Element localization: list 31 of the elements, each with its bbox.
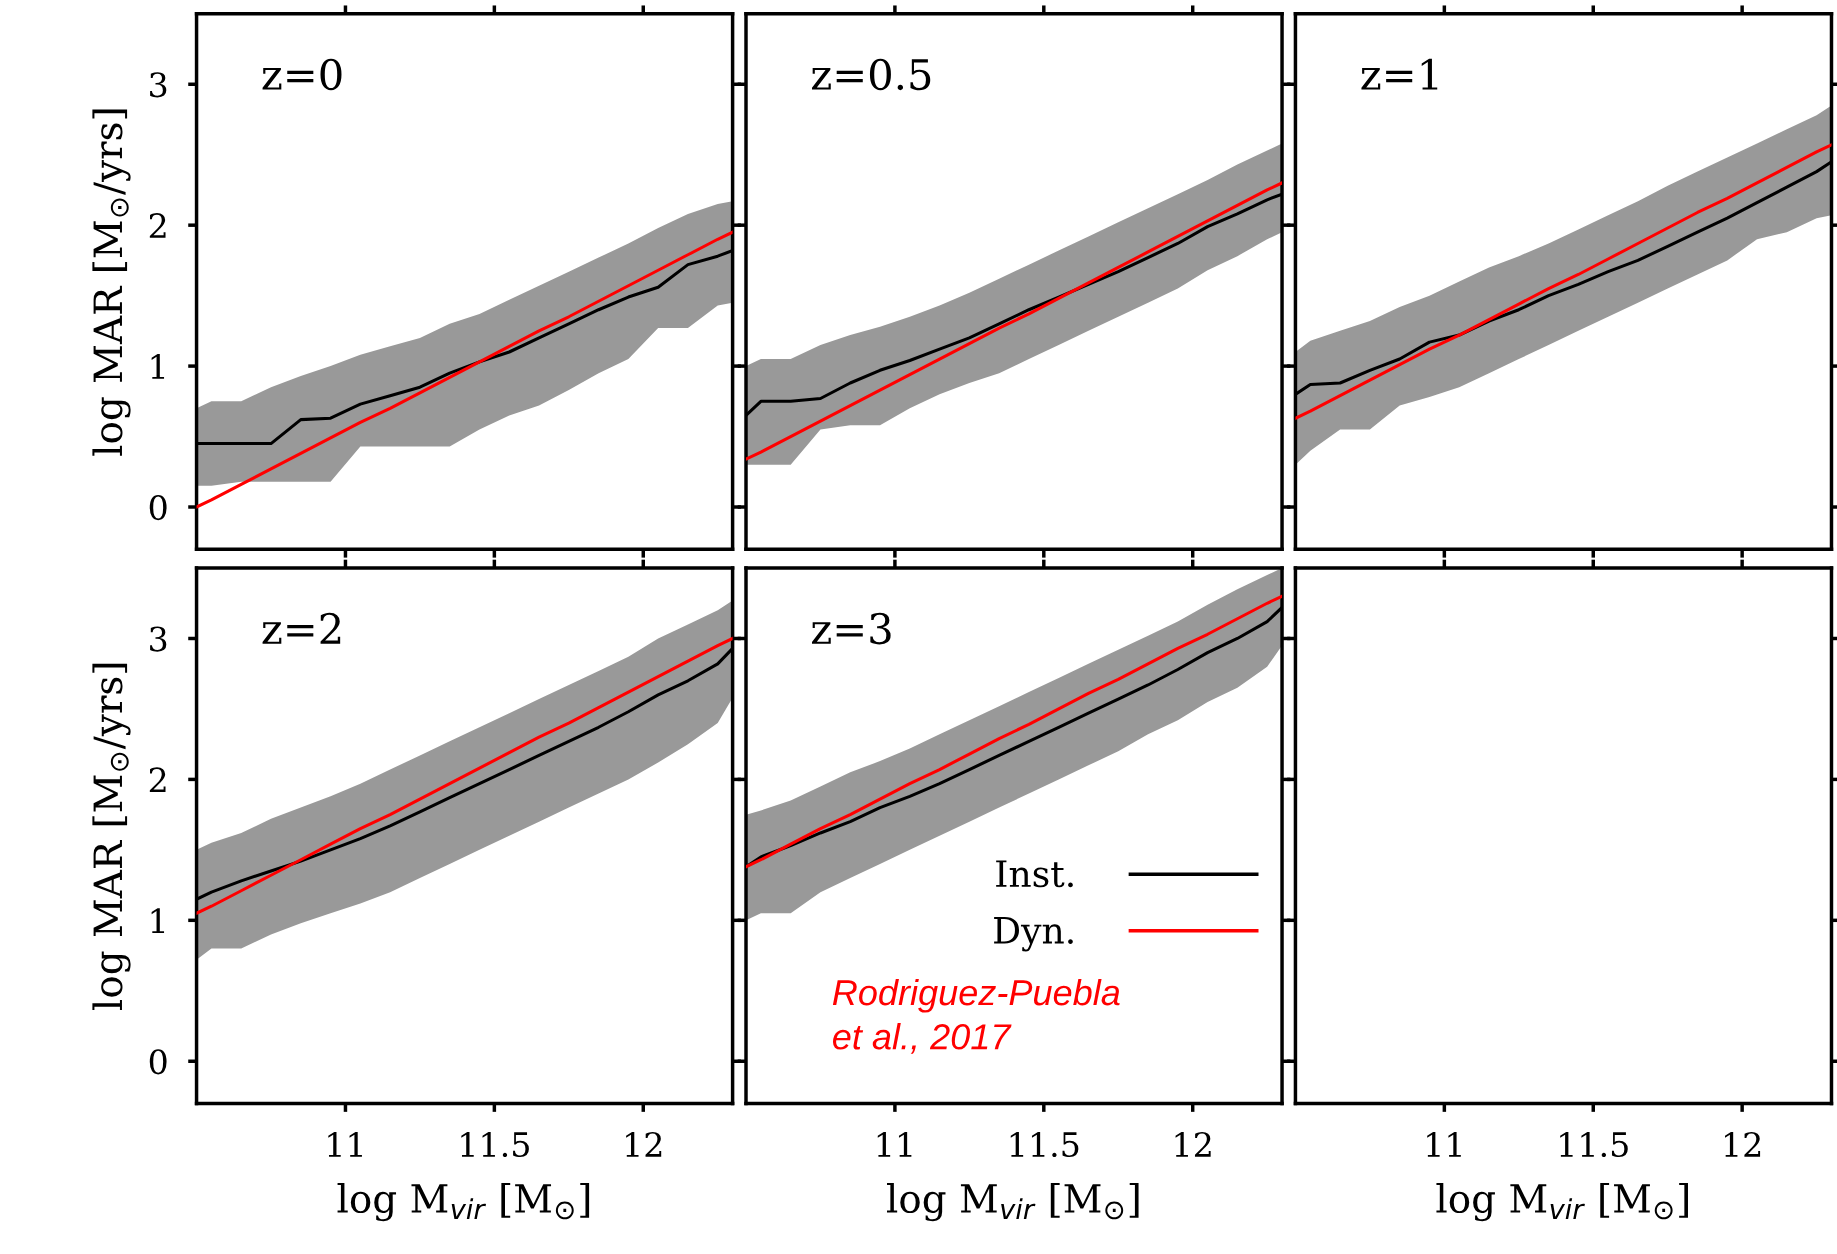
y-tick-label: 3 [150, 626, 167, 652]
x-axis-title: log M$_{vir}$ [M$_{⊙}$] [337, 1183, 590, 1222]
legend-label: Dyn. [994, 917, 1073, 952]
y-tick-label: 0 [149, 494, 167, 521]
text: z=3 [811, 612, 891, 645]
x-tick-label: 11 [1427, 1131, 1461, 1157]
text: z=0.5 [811, 58, 931, 91]
y-tick-label: 1 [151, 354, 165, 379]
y-axis-title: log MAR [M$_{⊙}$/yrs] [92, 109, 131, 456]
x-tick-label: 12 [1175, 1131, 1211, 1157]
text: z=0 [262, 58, 342, 91]
y-tick-label: 2 [149, 213, 166, 238]
x-tick-label: 11.5 [461, 1131, 529, 1158]
y-tick-label: 3 [150, 72, 167, 98]
x-axis-title: log M$_{vir}$ [M$_{⊙}$] [1436, 1183, 1688, 1222]
x-tick-label: 11.5 [1560, 1131, 1628, 1158]
y-tick-label: 2 [149, 767, 166, 793]
text: z=1 [1361, 58, 1438, 90]
x-tick-label: 11.5 [1010, 1131, 1079, 1158]
x-tick-label: 11 [877, 1131, 912, 1157]
y-tick-label: 1 [151, 908, 165, 933]
legend-label: Inst. [996, 860, 1073, 888]
y-axis-title: log MAR [M$_{⊙}$/yrs] [92, 663, 131, 1011]
y-tick-label: 0 [149, 1049, 167, 1075]
x-tick-label: 12 [626, 1131, 662, 1157]
annotation: Rodriguez-Puebla et al., 2017 [832, 978, 1120, 1054]
line-series [196, 230, 733, 509]
x-tick-label: 11 [328, 1131, 362, 1157]
x-tick-label: 12 [1725, 1131, 1761, 1157]
text: z=2 [262, 612, 341, 644]
x-axis-title: log M$_{vir}$ [M$_{⊙}$] [887, 1183, 1139, 1222]
